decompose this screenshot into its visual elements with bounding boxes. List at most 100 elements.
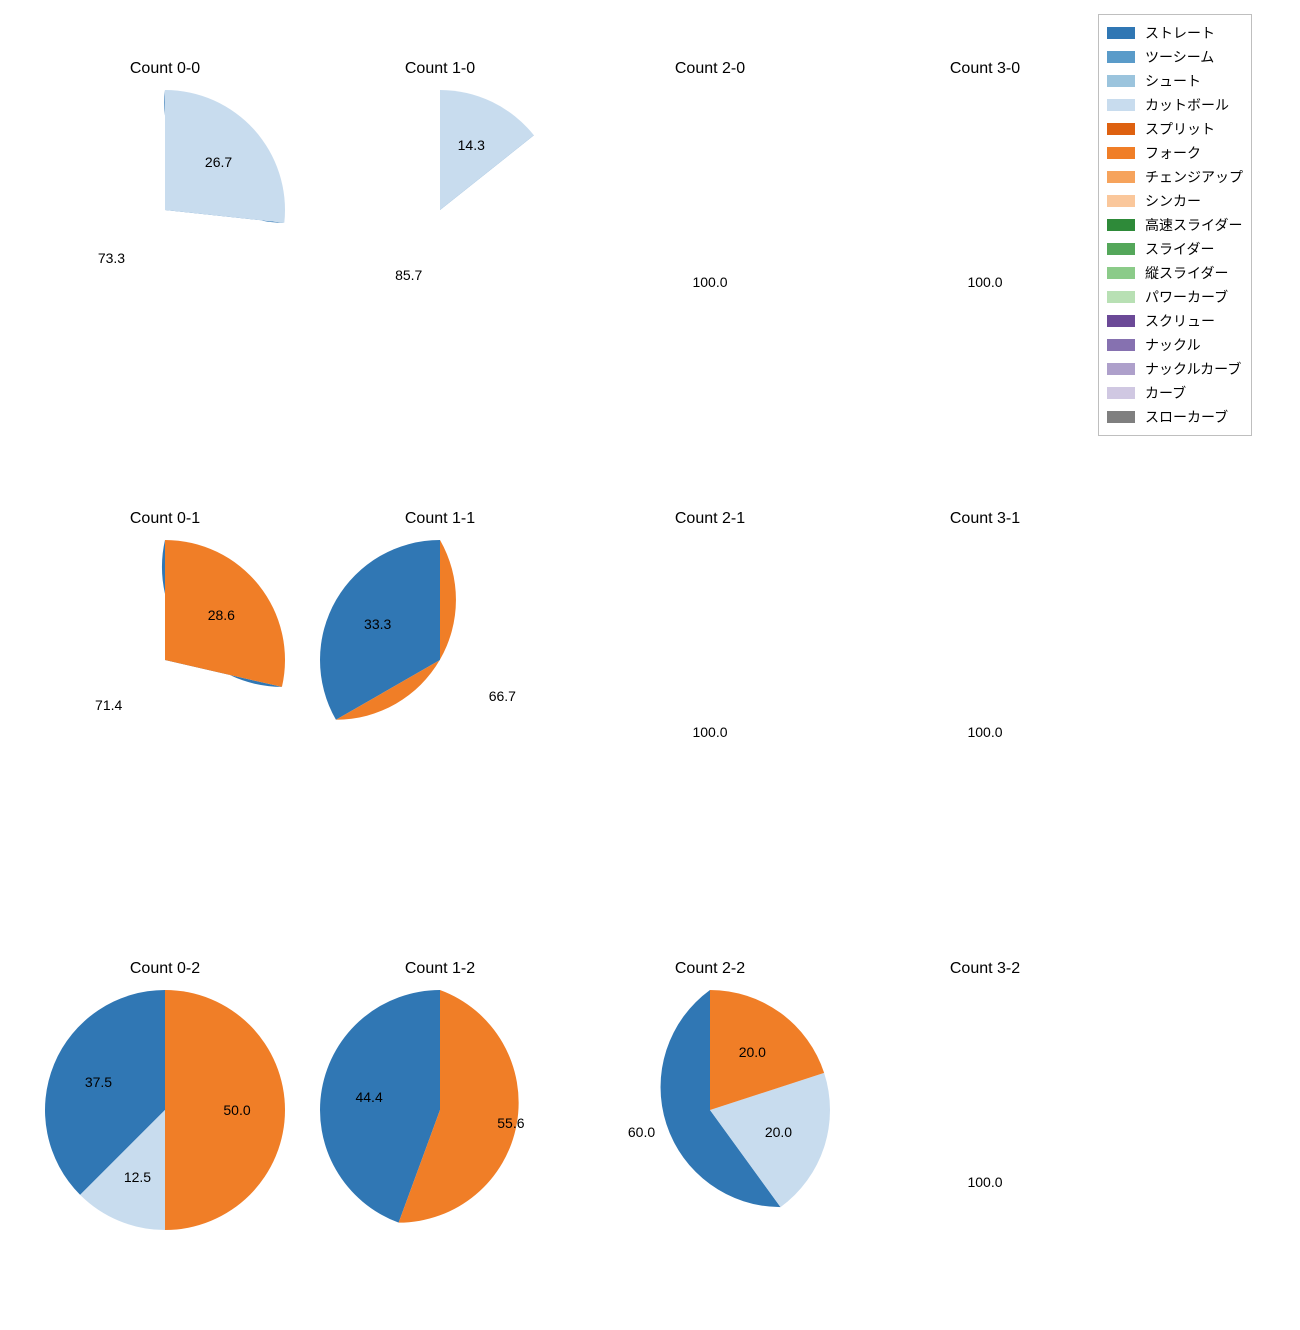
legend-swatch xyxy=(1107,291,1135,303)
chart-title: Count 1-0 xyxy=(305,60,575,78)
legend-swatch xyxy=(1107,27,1135,39)
slice-label: 14.3 xyxy=(458,137,485,153)
pie-chart: 100.0 xyxy=(865,990,1105,1230)
slice-label: 20.0 xyxy=(739,1044,766,1060)
pie-slice xyxy=(440,90,534,210)
slice-label: 100.0 xyxy=(967,724,1002,740)
legend-item: カーブ xyxy=(1107,381,1243,405)
pie-chart: 71.4 28.6 xyxy=(45,540,285,780)
legend-label: カットボール xyxy=(1145,95,1229,115)
chart-cell: Count 2-0100.0 xyxy=(575,60,845,430)
chart-title: Count 3-1 xyxy=(850,510,1120,528)
pie-chart: 33.3 66.7 xyxy=(320,540,560,780)
figure: { "layout": { "rows": 3, "cols": 4, "cel… xyxy=(0,0,1300,1300)
legend-item: スクリュー xyxy=(1107,309,1243,333)
chart-title: Count 3-2 xyxy=(850,960,1120,978)
pie-chart: 44.4 55.6 xyxy=(320,990,560,1230)
chart-cell: Count 3-2 100.0 xyxy=(850,960,1120,1330)
legend-swatch xyxy=(1107,387,1135,399)
legend-item: チェンジアップ xyxy=(1107,165,1243,189)
chart-title: Count 1-1 xyxy=(305,510,575,528)
legend-label: カーブ xyxy=(1145,383,1186,403)
pie-chart: 60.0 20.0 20.0 xyxy=(590,990,830,1230)
legend-item: ナックルカーブ xyxy=(1107,357,1243,381)
chart-cell: Count 2-1 100.0 xyxy=(575,510,845,880)
legend-item: パワーカーブ xyxy=(1107,285,1243,309)
legend-swatch xyxy=(1107,123,1135,135)
pie-chart: 100.0 xyxy=(865,540,1105,780)
chart-title: Count 0-0 xyxy=(30,60,300,78)
legend-swatch xyxy=(1107,195,1135,207)
slice-label: 12.5 xyxy=(124,1169,151,1185)
legend-item: シュート xyxy=(1107,69,1243,93)
legend-label: ナックルカーブ xyxy=(1145,359,1241,379)
chart-cell: Count 1-1 33.3 66.7 xyxy=(305,510,575,880)
slice-label: 28.6 xyxy=(208,607,235,623)
legend-item: 縦スライダー xyxy=(1107,261,1243,285)
legend-label: スプリット xyxy=(1145,119,1215,139)
slice-label: 55.6 xyxy=(497,1115,524,1131)
chart-cell: Count 1-2 44.4 55.6 xyxy=(305,960,575,1330)
legend-swatch xyxy=(1107,411,1135,423)
legend-swatch xyxy=(1107,171,1135,183)
legend-item: ナックル xyxy=(1107,333,1243,357)
chart-cell: Count 3-1 100.0 xyxy=(850,510,1120,880)
slice-label: 26.7 xyxy=(205,154,232,170)
legend-label: シュート xyxy=(1145,71,1201,91)
legend-label: ストレート xyxy=(1145,23,1215,43)
chart-title: Count 2-1 xyxy=(575,510,845,528)
slice-label: 33.3 xyxy=(364,616,391,632)
legend-swatch xyxy=(1107,219,1135,231)
chart-cell: Count 2-2 60.0 20.0 20.0 xyxy=(575,960,845,1330)
slice-label: 73.3 xyxy=(98,250,125,266)
legend-label: パワーカーブ xyxy=(1145,287,1228,307)
pie-chart: 100.0 xyxy=(865,90,1105,330)
slice-label: 71.4 xyxy=(95,697,122,713)
legend-item: 高速スライダー xyxy=(1107,213,1243,237)
pie-chart: 73.3 26.7 xyxy=(45,90,285,330)
slice-label: 50.0 xyxy=(223,1102,250,1118)
pie-chart: 100.0 xyxy=(590,540,830,780)
legend-swatch xyxy=(1107,51,1135,63)
legend-item: カットボール xyxy=(1107,93,1243,117)
legend-label: 高速スライダー xyxy=(1145,215,1242,235)
pie-chart: 85.7 14.3 xyxy=(320,90,560,330)
pie-chart: 37.5 12.5 50.0 xyxy=(45,990,285,1230)
chart-title: Count 1-2 xyxy=(305,960,575,978)
chart-cell: Count 0-1 71.4 28.6 xyxy=(30,510,300,880)
chart-title: Count 2-0 xyxy=(575,60,845,78)
chart-cell: Count 0-2 37.5 12.5 50.0 xyxy=(30,960,300,1330)
legend-swatch xyxy=(1107,315,1135,327)
slice-label: 44.4 xyxy=(355,1089,382,1105)
legend-item: スプリット xyxy=(1107,117,1243,141)
chart-title: Count 2-2 xyxy=(575,960,845,978)
slice-label: 85.7 xyxy=(395,267,422,283)
legend-item: スライダー xyxy=(1107,237,1243,261)
chart-title: Count 0-1 xyxy=(30,510,300,528)
legend-swatch xyxy=(1107,339,1135,351)
slice-label: 37.5 xyxy=(85,1074,112,1090)
chart-title: Count 3-0 xyxy=(850,60,1120,78)
legend-label: スライダー xyxy=(1145,239,1214,259)
slice-label: 100.0 xyxy=(967,1174,1002,1190)
legend-swatch xyxy=(1107,147,1135,159)
legend-swatch xyxy=(1107,75,1135,87)
legend-label: ナックル xyxy=(1145,335,1201,355)
legend-label: フォーク xyxy=(1145,143,1201,163)
legend-item: ストレート xyxy=(1107,21,1243,45)
legend-item: スローカーブ xyxy=(1107,405,1243,429)
legend-label: シンカー xyxy=(1145,191,1201,211)
slice-label: 60.0 xyxy=(628,1124,655,1140)
legend-swatch xyxy=(1107,243,1135,255)
chart-cell: Count 1-0 85.7 14.3 xyxy=(305,60,575,430)
slice-label: 66.7 xyxy=(489,688,516,704)
slice-label: 100.0 xyxy=(967,274,1002,290)
chart-cell: Count 0-0 73.3 26.7 xyxy=(30,60,300,430)
legend-swatch xyxy=(1107,267,1135,279)
legend-label: チェンジアップ xyxy=(1145,167,1243,187)
slice-label: 20.0 xyxy=(765,1124,792,1140)
legend-label: スローカーブ xyxy=(1145,407,1228,427)
chart-title: Count 0-2 xyxy=(30,960,300,978)
slice-label: 100.0 xyxy=(692,724,727,740)
chart-cell: Count 3-0 100.0 xyxy=(850,60,1120,430)
